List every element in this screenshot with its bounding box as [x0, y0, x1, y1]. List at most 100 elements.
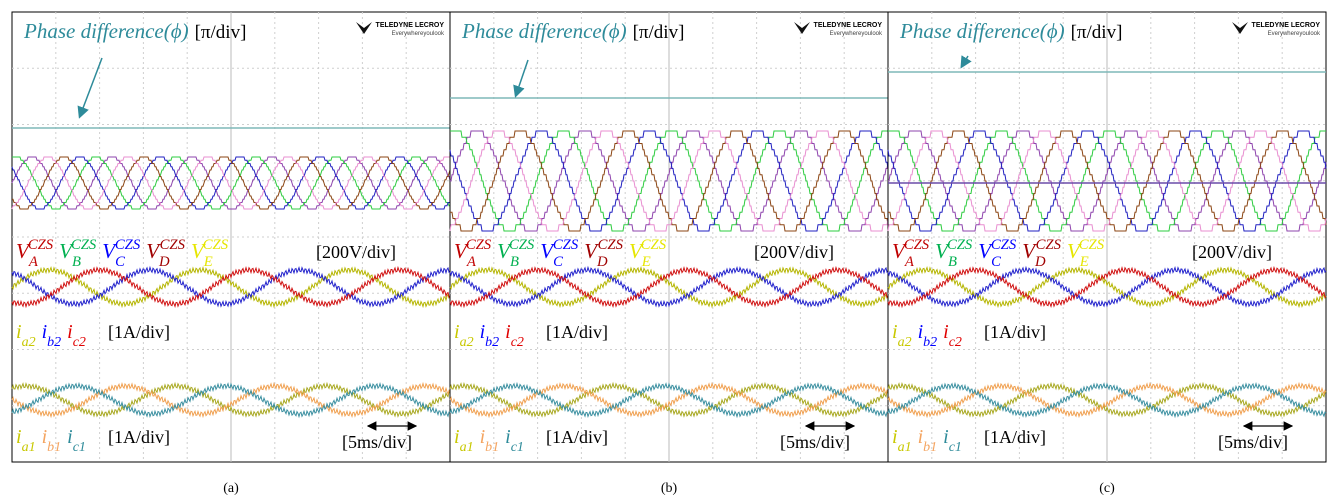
scale-label: [200V/div] [754, 242, 834, 262]
brand-slogan: Everywhereyoulook [392, 31, 445, 37]
label-sup: CZS [991, 237, 1017, 253]
label-base: i [892, 426, 898, 448]
brand-slogan: Everywhereyoulook [830, 31, 883, 37]
voltage-wave [450, 130, 889, 232]
voltage-wave [449, 130, 889, 232]
label-sub: a1 [460, 440, 474, 455]
current-wave [887, 265, 1327, 309]
label-base: V [1022, 239, 1037, 263]
label-sub: E [641, 254, 651, 270]
label-base: V [540, 239, 555, 263]
label-sup: CZS [466, 237, 492, 253]
scale-label: [1A/div] [108, 322, 170, 342]
label-base: i [67, 426, 73, 448]
label-base: V [191, 239, 206, 263]
label-sup: CZS [553, 237, 579, 253]
scale-label: [200V/div] [1192, 242, 1272, 262]
label-sub: C [991, 254, 1001, 270]
caption: (a) [223, 481, 239, 496]
voltage-wave [450, 130, 888, 232]
signal-labels: ia2 ib2 ic2 [892, 321, 962, 350]
scope-panel: Phase difference(ϕ) [π/div] TELEDYNE LECRO… [11, 11, 451, 463]
label-base: i [505, 426, 511, 448]
label-base: i [42, 426, 48, 448]
signal-labels: VACZS VBCZS VCCZS VDCZS VECZS [16, 237, 229, 270]
voltage-wave [888, 130, 1327, 232]
phase-label: Phase difference(ϕ) [461, 19, 627, 43]
label-sup: CZS [947, 237, 973, 253]
voltage-wave [888, 130, 1327, 232]
label-base: i [918, 426, 924, 448]
label-sub: A [466, 254, 477, 270]
label-sub: D [1034, 254, 1046, 270]
brand-logo [1232, 22, 1248, 34]
phase-heading: Phase difference(ϕ) [π/div] [461, 19, 684, 43]
current-wave [11, 265, 451, 309]
label-sub: a1 [898, 440, 912, 455]
label-sup: CZS [160, 237, 186, 253]
current-wave [11, 265, 451, 309]
pointer-arrow [513, 59, 529, 98]
scale-label: [200V/div] [316, 242, 396, 262]
label-sub: b2 [47, 335, 61, 350]
label-sub: B [948, 254, 957, 270]
label-sup: CZS [71, 237, 97, 253]
label-base: V [59, 239, 74, 263]
phase-label: Phase difference(ϕ) [899, 19, 1065, 43]
label-base: V [454, 239, 469, 263]
brand-name: TELEDYNE LECROY [1252, 22, 1321, 29]
label-sup: CZS [598, 237, 624, 253]
signal-labels: VACZS VBCZS VCCZS VDCZS VECZS [454, 237, 667, 270]
label-sub: C [553, 254, 563, 270]
label-base: i [67, 321, 73, 343]
label-base: V [978, 239, 993, 263]
scale-label: [1A/div] [984, 427, 1046, 447]
voltage-wave [888, 130, 1326, 232]
label-sub: a2 [460, 335, 474, 350]
current-wave [887, 381, 1327, 419]
label-sub: c2 [511, 335, 524, 350]
label-sub: c1 [511, 440, 524, 455]
voltage-wave [11, 156, 451, 210]
label-sub: b1 [923, 440, 937, 455]
current-wave [11, 381, 451, 419]
label-sup: CZS [641, 237, 667, 253]
signal-labels: ia1 ib1 ic1 [892, 426, 962, 455]
phase-heading: Phase difference(ϕ) [π/div] [23, 19, 246, 43]
label-sub: c2 [949, 335, 962, 350]
label-base: V [584, 239, 599, 263]
current-wave [11, 265, 451, 308]
label-base: V [497, 239, 512, 263]
label-sub: a2 [22, 335, 36, 350]
signal-labels: ia1 ib1 ic1 [16, 426, 86, 455]
label-sub: E [1079, 254, 1089, 270]
current-wave [449, 381, 889, 419]
pointer-arrow [77, 57, 103, 119]
label-sub: c1 [949, 440, 962, 455]
label-sub: D [158, 254, 170, 270]
label-base: i [42, 321, 48, 343]
scale-label: [1A/div] [546, 427, 608, 447]
label-sup: CZS [1036, 237, 1062, 253]
label-base: V [16, 239, 31, 263]
current-wave [449, 265, 889, 308]
label-base: V [146, 239, 161, 263]
brand-logo [794, 22, 810, 34]
label-base: i [480, 426, 486, 448]
label-base: i [16, 321, 22, 343]
label-sup: CZS [28, 237, 54, 253]
voltage-wave [887, 130, 1327, 232]
label-sub: c2 [73, 335, 86, 350]
label-base: V [935, 239, 950, 263]
voltage-wave [449, 130, 889, 232]
label-base: i [918, 321, 924, 343]
label-base: i [943, 321, 949, 343]
scale-label: [5ms/div] [1218, 432, 1288, 452]
voltage-wave [450, 130, 889, 232]
brand-name: TELEDYNE LECROY [814, 22, 883, 29]
label-base: V [102, 239, 117, 263]
label-base: i [943, 426, 949, 448]
label-base: i [480, 321, 486, 343]
scale-label: [5ms/div] [780, 432, 850, 452]
caption: (c) [1099, 481, 1115, 496]
